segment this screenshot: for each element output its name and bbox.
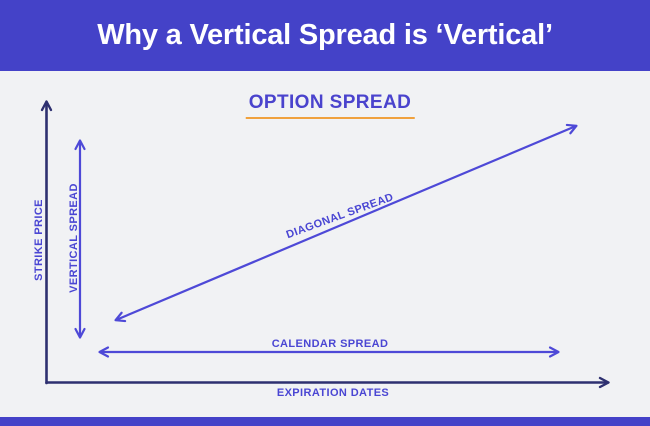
option-spread-diagram: STRIKE PRICE VERTICAL SPREAD DIAGONAL SP… [33, 100, 610, 399]
calendar-spread-label: CALENDAR SPREAD [272, 338, 389, 350]
diagram-heading: OPTION SPREAD [245, 92, 415, 119]
page-title: Why a Vertical Spread is ‘Vertical’ [97, 19, 553, 51]
vertical-spread-label: VERTICAL SPREAD [68, 183, 80, 293]
title-bar: Why a Vertical Spread is ‘Vertical’ [0, 0, 650, 71]
bottom-bar [0, 417, 650, 426]
diagram-area: OPTION SPREAD STRIKE PRICE VERTICAL SPRE… [0, 71, 650, 417]
x-axis-label: EXPIRATION DATES [277, 387, 389, 399]
diagonal-spread-label: DIAGONAL SPREAD [285, 191, 396, 241]
y-axis-label: STRIKE PRICE [33, 199, 45, 281]
diagonal-spread-arrow [114, 123, 578, 323]
